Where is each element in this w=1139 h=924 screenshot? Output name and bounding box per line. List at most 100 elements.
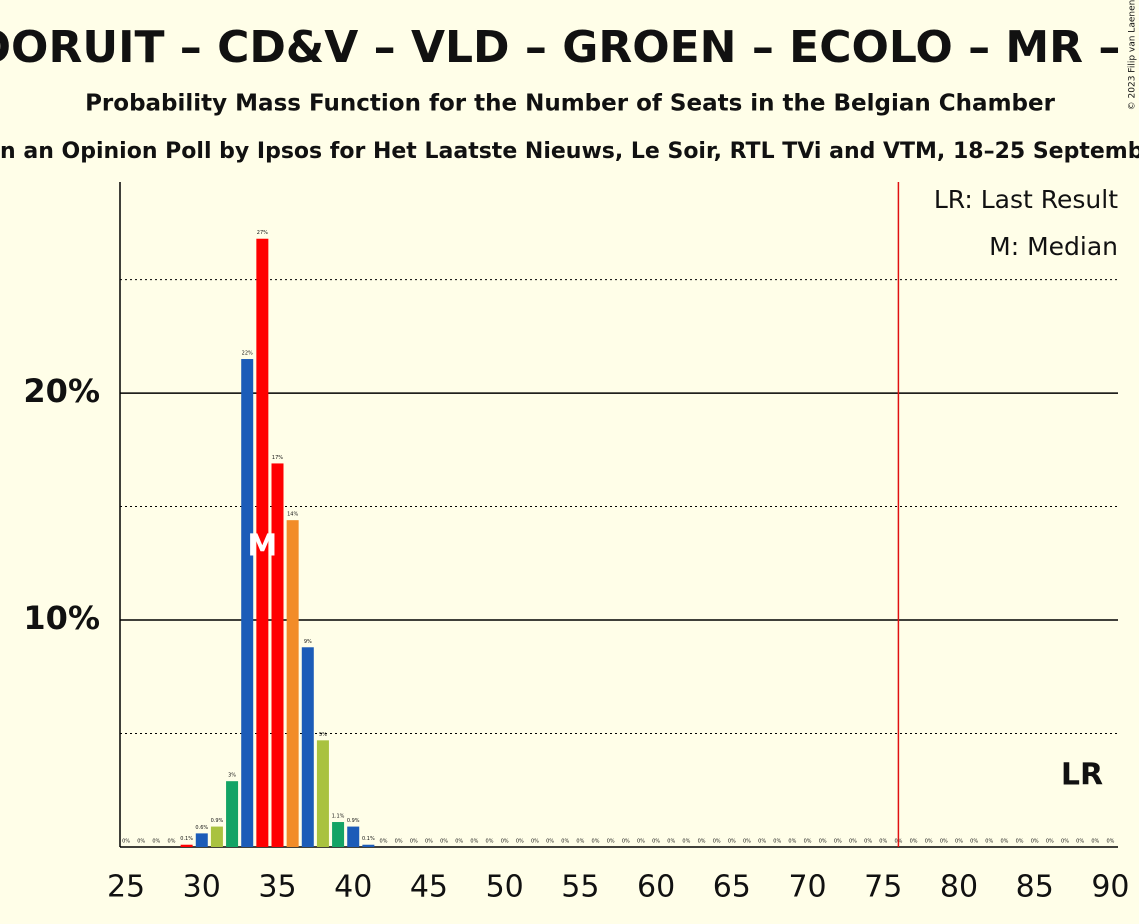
value-label: 0%: [773, 839, 781, 845]
value-label: 0.1%: [362, 836, 375, 842]
bar: [256, 238, 269, 848]
value-label: 0.9%: [347, 818, 360, 824]
value-label: 0%: [834, 839, 842, 845]
value-label: 0%: [985, 839, 993, 845]
x-tick-label: 35: [258, 870, 296, 905]
value-label: 0%: [607, 839, 615, 845]
x-tick-label: 25: [107, 870, 145, 905]
legend-lr: LR: Last Result: [934, 185, 1118, 214]
value-label: 0%: [531, 839, 539, 845]
value-label: 0%: [728, 839, 736, 845]
bar: [195, 833, 208, 847]
copyright: © 2023 Filip van Laenen: [1128, 0, 1138, 110]
value-label: 0%: [758, 839, 766, 845]
value-label: 0%: [1000, 839, 1008, 845]
x-tick-label: 90: [1091, 870, 1129, 905]
value-label: 0%: [152, 839, 160, 845]
x-tick-label: 30: [183, 870, 221, 905]
value-label: 0%: [804, 839, 812, 845]
value-label: 3%: [228, 773, 236, 779]
chart-subtitle: Probability Mass Function for the Number…: [85, 91, 1056, 117]
bar: [286, 520, 299, 847]
value-label: 14%: [287, 512, 298, 518]
value-label: 17%: [272, 455, 283, 461]
value-label: 0%: [410, 839, 418, 845]
bar: [210, 826, 223, 847]
value-label: 1.1%: [332, 814, 345, 820]
y-tick-label: 10%: [23, 599, 100, 637]
value-label: 0%: [743, 839, 751, 845]
value-label: 0%: [713, 839, 721, 845]
bar: [301, 647, 314, 847]
value-label: 0%: [501, 839, 509, 845]
bar: [180, 844, 193, 847]
value-label: 0%: [425, 839, 433, 845]
value-label: 0%: [1046, 839, 1054, 845]
value-label: 0%: [546, 839, 554, 845]
value-label: 0%: [910, 839, 918, 845]
value-label: 0%: [698, 839, 706, 845]
value-label: 0%: [667, 839, 675, 845]
bar: [332, 822, 345, 847]
value-label: 5%: [319, 732, 327, 738]
x-tick-label: 85: [1016, 870, 1054, 905]
value-label: 0%: [970, 839, 978, 845]
x-tick-label: 75: [864, 870, 902, 905]
value-label: 0%: [380, 839, 388, 845]
value-label: 0%: [622, 839, 630, 845]
median-marker: M: [247, 529, 277, 564]
bar: [271, 463, 284, 847]
value-label: 0%: [1031, 839, 1039, 845]
value-label: 0%: [137, 839, 145, 845]
x-tick-label: 45: [410, 870, 448, 905]
value-label: 0%: [1061, 839, 1069, 845]
value-label: 0%: [516, 839, 524, 845]
value-label: 0%: [682, 839, 690, 845]
chart-title: VOORUIT – CD&V – VLD – GROEN – ECOLO – M…: [0, 22, 1139, 73]
value-label: 0%: [561, 839, 569, 845]
value-label: 0%: [592, 839, 600, 845]
value-label: 0.6%: [195, 825, 208, 831]
value-label: 0%: [925, 839, 933, 845]
value-label: 0%: [455, 839, 463, 845]
legend-median: M: Median: [989, 232, 1118, 261]
value-label: 0%: [819, 839, 827, 845]
value-label: 0%: [849, 839, 857, 845]
bar: [347, 826, 360, 847]
bar: [226, 781, 239, 847]
x-tick-label: 40: [334, 870, 372, 905]
x-tick-label: 50: [486, 870, 524, 905]
value-label: 0.9%: [211, 818, 224, 824]
y-tick-label: 20%: [23, 372, 100, 410]
value-label: 0%: [652, 839, 660, 845]
value-label: 0%: [122, 839, 130, 845]
value-label: 0%: [168, 839, 176, 845]
x-tick-label: 70: [788, 870, 826, 905]
value-label: 0%: [576, 839, 584, 845]
value-label: 0%: [1091, 839, 1099, 845]
bar: [316, 740, 329, 847]
value-label: 0%: [955, 839, 963, 845]
x-tick-label: 65: [713, 870, 751, 905]
x-tick-label: 80: [940, 870, 978, 905]
value-label: 0.1%: [180, 836, 193, 842]
value-label: 0%: [940, 839, 948, 845]
bar: [362, 844, 375, 847]
value-label: 0%: [864, 839, 872, 845]
x-tick-label: 60: [637, 870, 675, 905]
x-tick-label: 55: [561, 870, 599, 905]
value-label: 0%: [440, 839, 448, 845]
value-label: 0%: [470, 839, 478, 845]
value-label: 22%: [242, 351, 253, 357]
value-label: 0%: [1016, 839, 1024, 845]
value-label: 0%: [395, 839, 403, 845]
value-label: 0%: [637, 839, 645, 845]
last-result-label: LR: [1061, 758, 1103, 793]
value-label: 0%: [486, 839, 494, 845]
value-label: 9%: [304, 639, 312, 645]
chart-caption: Based on an Opinion Poll by Ipsos for He…: [0, 139, 1139, 164]
value-label: 0%: [1076, 839, 1084, 845]
value-label: 0%: [788, 839, 796, 845]
